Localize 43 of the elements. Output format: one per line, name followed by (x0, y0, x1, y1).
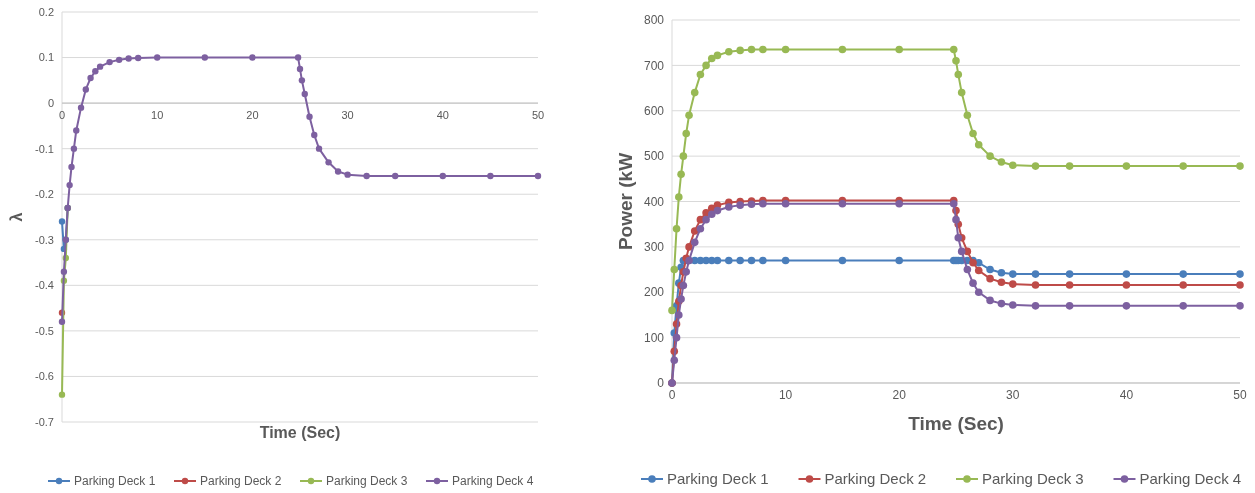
x-tick-label: 50 (1233, 388, 1247, 402)
x-tick-label: 10 (151, 109, 164, 122)
x-axis-title: Time (Sec) (259, 424, 341, 441)
x-tick-label: 20 (246, 109, 259, 122)
legend-label: Parking Deck 1 (667, 470, 769, 488)
y-axis-title: Power (kW (615, 152, 636, 251)
y-tick-label: 700 (643, 58, 665, 73)
y-tick-label: 200 (643, 285, 665, 300)
y-tick-label: 0.2 (38, 5, 54, 18)
x-tick-label: 30 (341, 109, 354, 122)
legend-label: Parking Deck 4 (452, 474, 534, 489)
y-tick-label: 0 (657, 376, 665, 391)
legend-label: Parking Deck 1 (74, 474, 156, 489)
x-tick-label: 40 (436, 109, 449, 122)
legend-label: Parking Deck 2 (200, 474, 282, 489)
y-tick-label: 0 (47, 96, 54, 109)
y-tick-label: 300 (643, 240, 665, 255)
x-tick-label: 0 (668, 388, 676, 402)
y-tick-label: -0.6 (35, 370, 54, 383)
y-tick-label: -0.7 (35, 415, 54, 428)
y-tick-label: -0.1 (35, 142, 54, 155)
x-axis-title: Time (Sec) (908, 413, 1004, 434)
y-tick-label: 400 (643, 194, 665, 209)
legend-label: Parking Deck 4 (1139, 470, 1242, 488)
legend-label: Parking Deck 3 (326, 474, 408, 489)
x-tick-label: 20 (892, 388, 907, 402)
y-tick-label: -0.2 (35, 188, 54, 201)
y-tick-label: 0.1 (38, 51, 54, 64)
y-tick-label: -0.3 (35, 233, 54, 246)
x-tick-label: 0 (58, 109, 66, 122)
y-tick-label: 500 (643, 149, 665, 164)
x-tick-label: 10 (778, 388, 793, 402)
y-tick-label: -0.4 (35, 279, 54, 292)
y-axis-title: λ (8, 212, 25, 222)
x-tick-label: 40 (1119, 388, 1134, 402)
y-tick-label: 100 (643, 330, 665, 345)
x-tick-label: 30 (1006, 388, 1020, 402)
y-tick-label: -0.5 (35, 324, 54, 337)
x-tick-label: 50 (531, 109, 545, 122)
legend-label: Parking Deck 3 (982, 470, 1084, 488)
y-tick-label: 600 (643, 103, 665, 118)
legend-label: Parking Deck 2 (824, 470, 927, 488)
y-tick-label: 800 (643, 13, 665, 28)
